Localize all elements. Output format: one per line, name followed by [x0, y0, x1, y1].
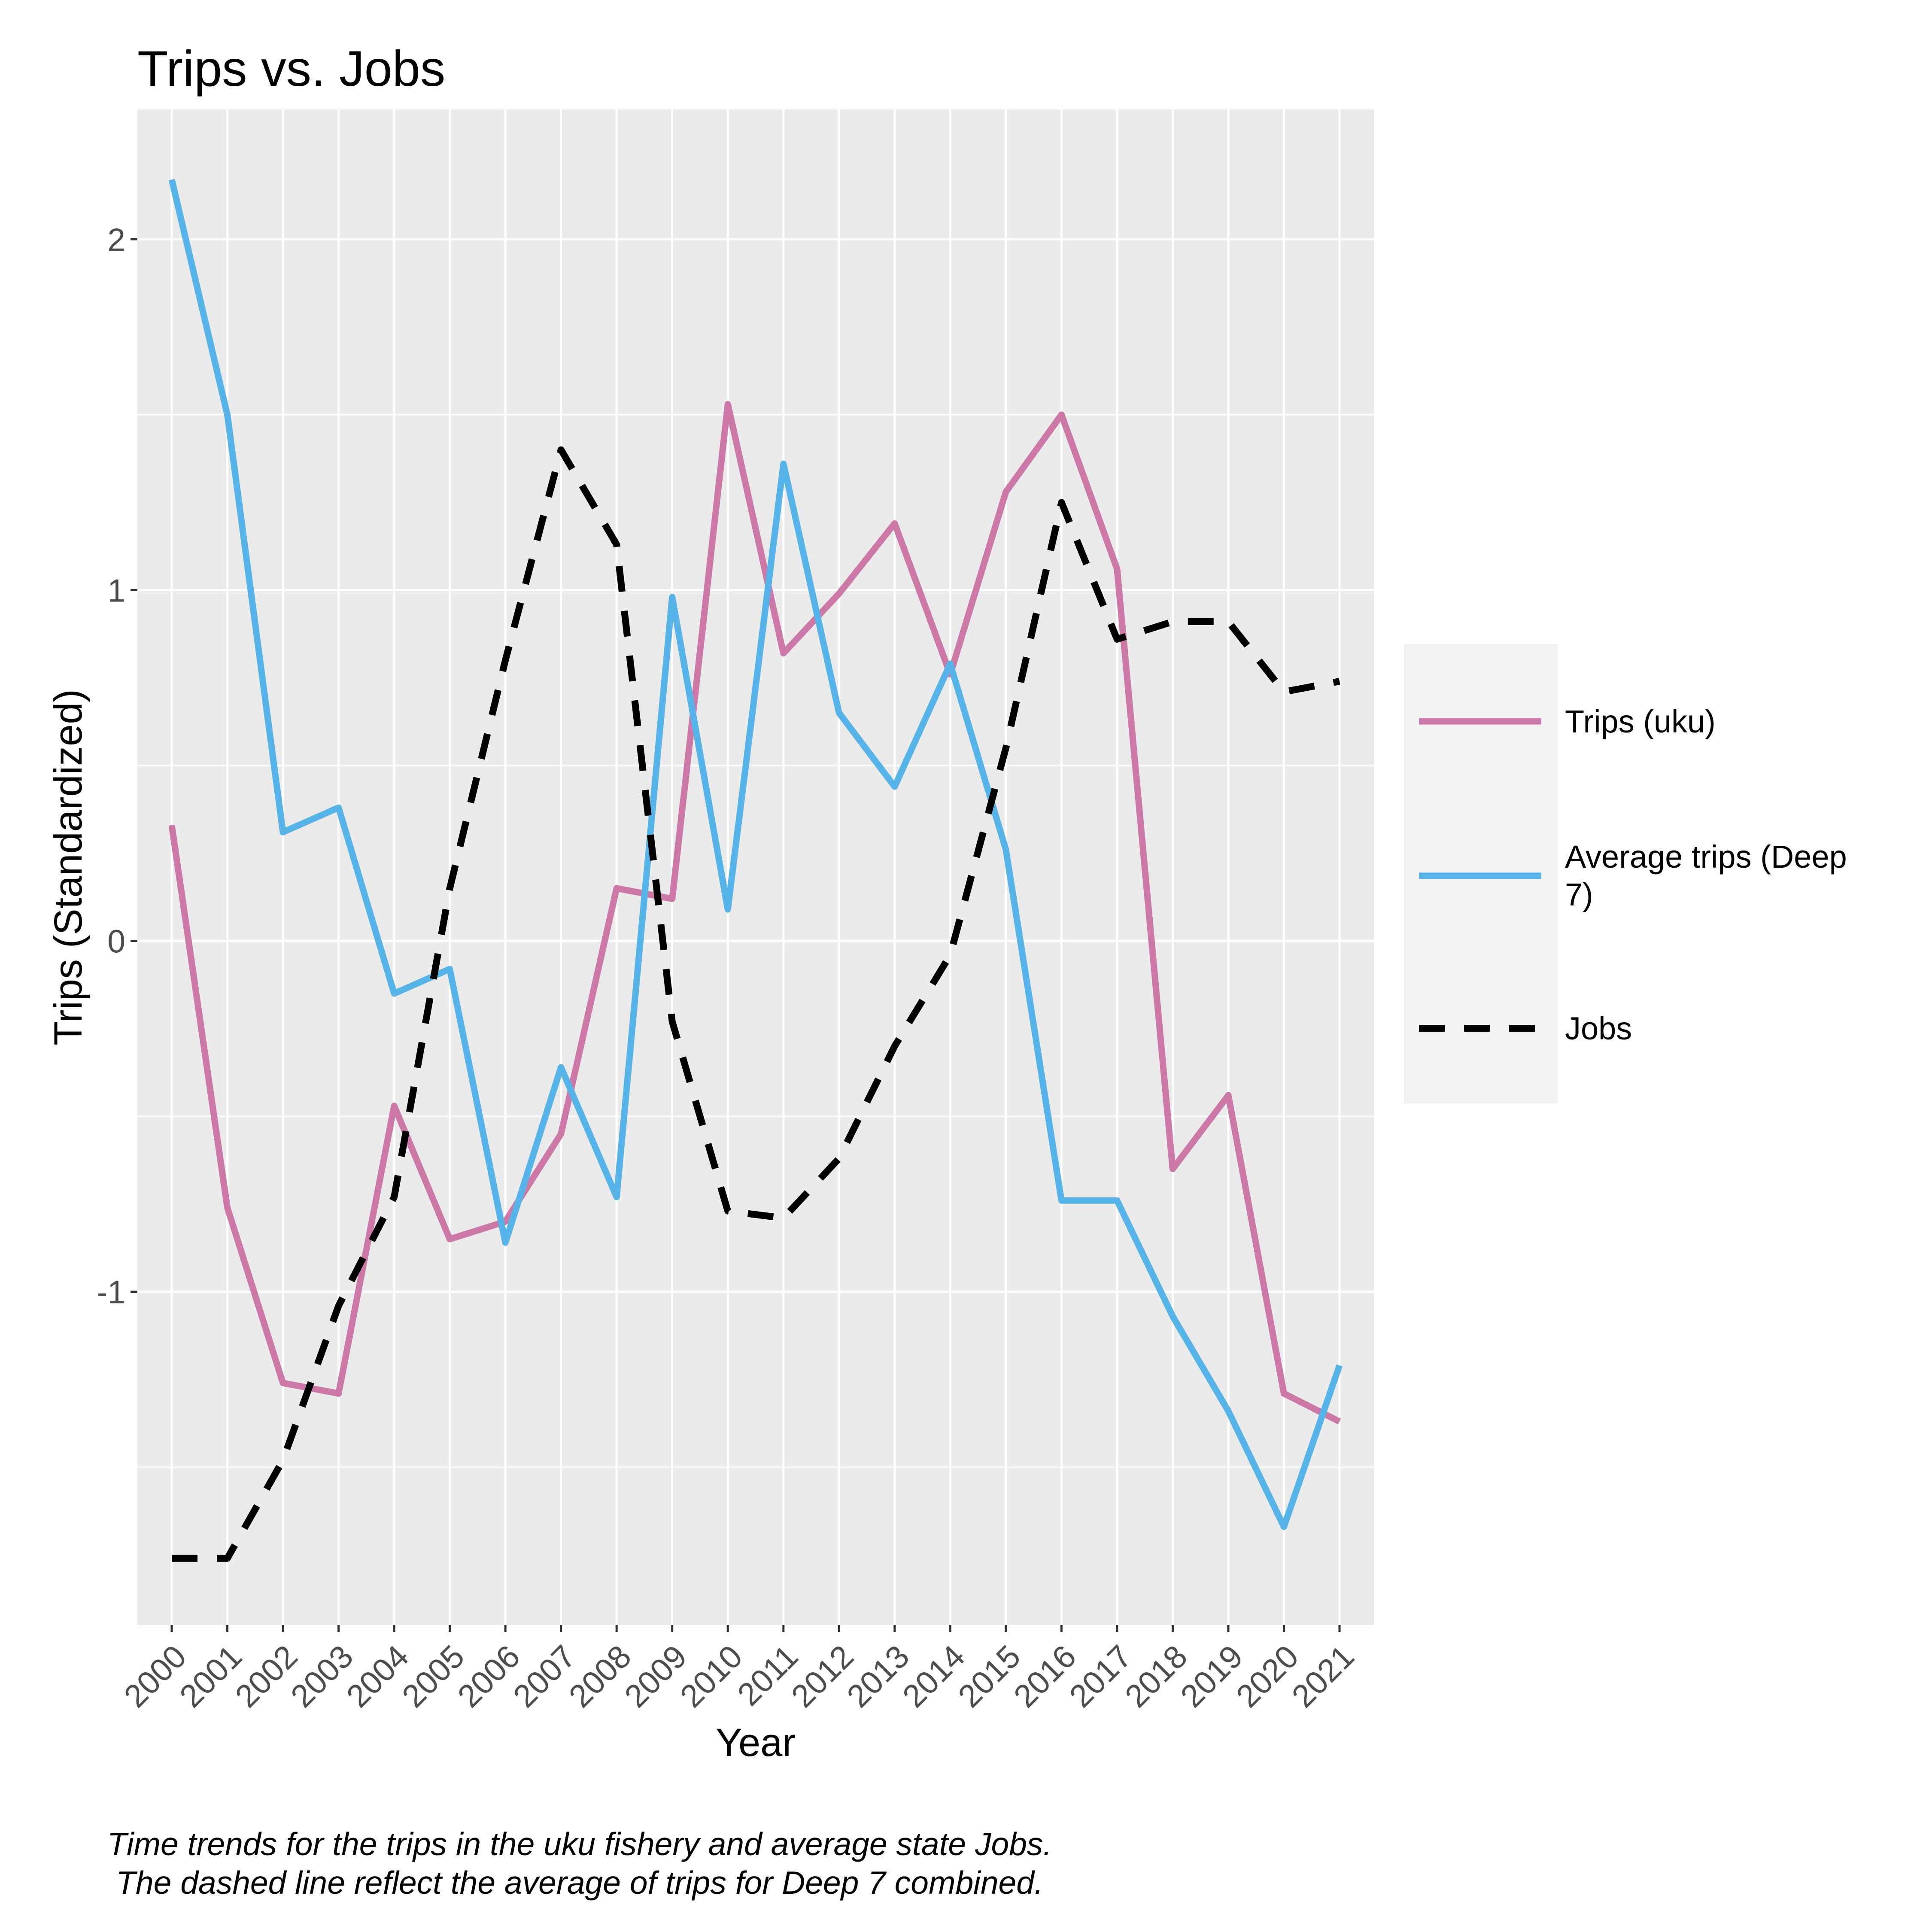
x-tick-label: 2012: [784, 1638, 860, 1714]
x-tick-label: 2006: [451, 1638, 527, 1714]
x-tick-label: 2011: [730, 1638, 805, 1712]
y-tick-label: 1: [107, 572, 125, 608]
plot-panel: [137, 109, 1374, 1625]
y-axis: -1 0 1 2: [97, 222, 137, 1310]
y-tick-label: -1: [97, 1274, 125, 1310]
chart-title: Trips vs. Jobs: [137, 40, 445, 97]
y-axis-title: Trips (Standardized): [46, 689, 90, 1045]
x-axis-title: Year: [716, 1721, 796, 1765]
x-tick-label: 2018: [1118, 1638, 1194, 1714]
x-tick-label: 2008: [562, 1638, 638, 1714]
x-tick-label: 2005: [395, 1638, 471, 1714]
x-tick-label: 2001: [173, 1638, 249, 1714]
series-line: [172, 446, 1340, 1562]
x-tick-label: 2019: [1173, 1638, 1249, 1714]
x-tick-label: 2002: [228, 1638, 304, 1714]
x-tick-label: 2004: [339, 1638, 415, 1714]
x-tick-label: 2007: [506, 1638, 582, 1714]
legend: Trips (uku) Average trips (Deep 7) Jobs: [1404, 644, 1847, 1103]
grid-major: [137, 109, 1374, 1625]
x-tick-label: 2009: [617, 1638, 693, 1714]
x-tick-label: 2017: [1062, 1638, 1138, 1714]
series-line: [168, 401, 1341, 1425]
x-tick-label: 2015: [951, 1638, 1027, 1714]
x-axis: 2000200120022003200420052006200720082009…: [117, 1625, 1361, 1714]
caption-line-2: The dashed line reflect the average of t…: [116, 1865, 1043, 1901]
legend-label: Trips (uku): [1565, 704, 1716, 739]
x-tick-label: 2000: [117, 1638, 193, 1714]
legend-label: Jobs: [1565, 1011, 1632, 1046]
x-tick-label: 2003: [284, 1638, 360, 1714]
x-tick-label: 2020: [1229, 1638, 1305, 1714]
caption-line-1: Time trends for the trips in the uku fis…: [107, 1826, 1052, 1862]
x-tick-label: 2021: [1285, 1638, 1361, 1714]
series-layer: [168, 179, 1343, 1562]
legend-label: Average trips (Deep 7): [1565, 839, 1847, 912]
y-tick-label: 2: [107, 222, 125, 258]
x-tick-label: 2010: [673, 1638, 749, 1714]
x-tick-label: 2014: [896, 1638, 972, 1714]
y-tick-label: 0: [107, 923, 125, 960]
x-tick-label: 2013: [840, 1638, 916, 1714]
x-tick-label: 2016: [1007, 1638, 1083, 1714]
series-line: [168, 179, 1343, 1530]
